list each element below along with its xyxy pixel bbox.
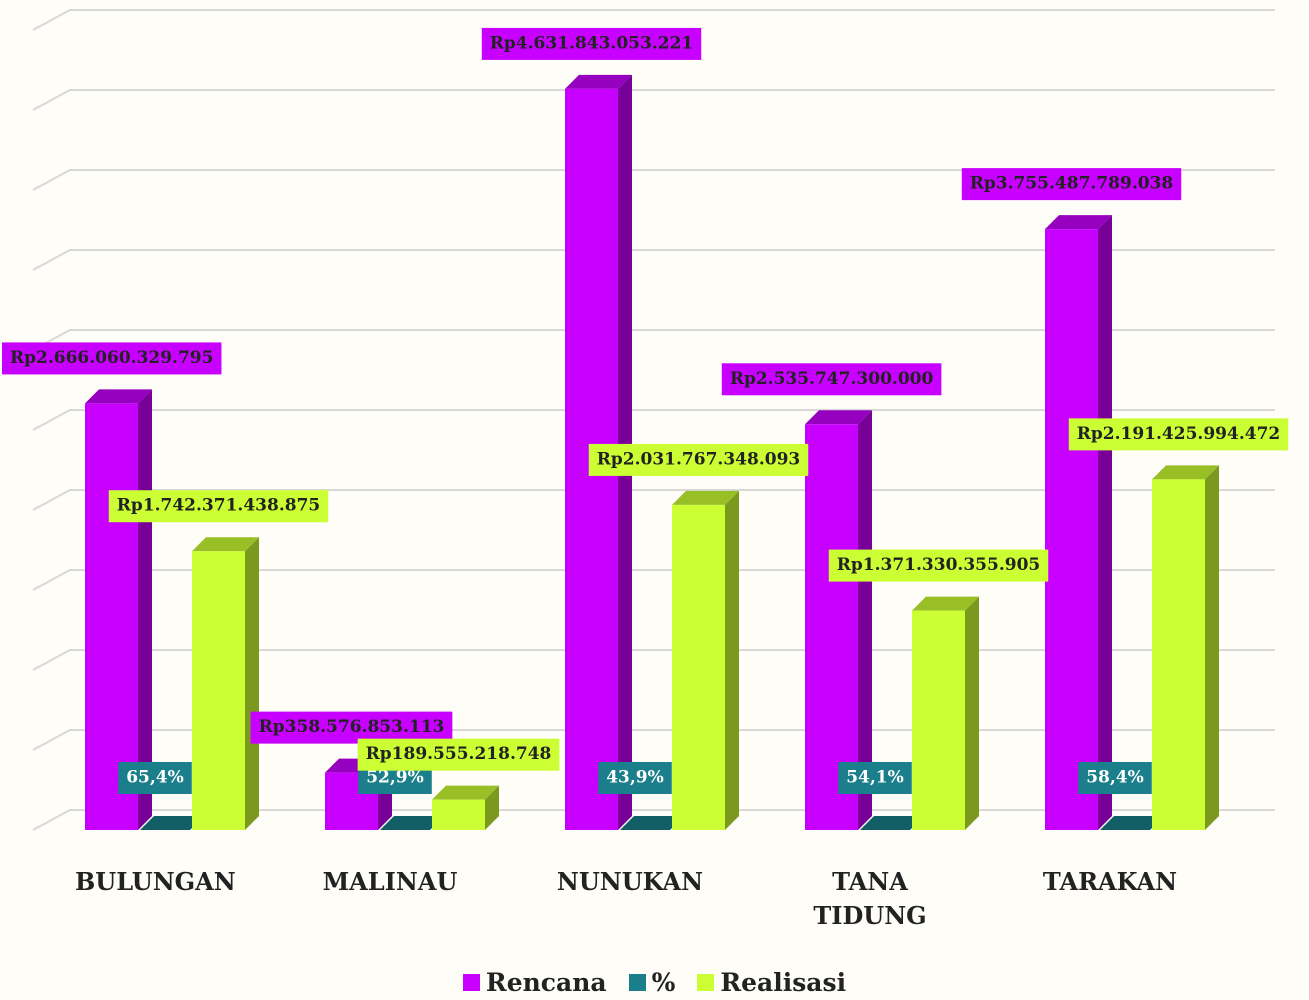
- x-tick-label: TARAKAN: [1035, 865, 1185, 899]
- value-label: Rp1.742.371.438.875: [109, 490, 328, 522]
- bar: [912, 611, 965, 830]
- bar-side: [245, 537, 259, 830]
- value-label: 58,4%: [1078, 762, 1152, 794]
- value-label: 43,9%: [598, 762, 672, 794]
- value-label-text: 43,9%: [606, 768, 664, 788]
- value-label-text: Rp3.755.487.789.038: [970, 174, 1173, 194]
- x-tick-label: MALINAU: [315, 865, 465, 899]
- value-label-text: Rp2.191.425.994.472: [1077, 424, 1280, 444]
- legend-swatch: [463, 974, 480, 991]
- value-label-text: Rp2.535.747.300.000: [730, 369, 934, 389]
- bar-side: [1205, 465, 1219, 830]
- value-label-text: Rp4.631.843.053.221: [490, 33, 693, 53]
- value-label-text: Rp2.666.060.329.795: [10, 348, 213, 368]
- bar-side: [725, 491, 739, 830]
- x-tick-label: BULUNGAN: [75, 865, 225, 899]
- bar-side: [965, 597, 979, 830]
- value-label: Rp1.371.330.355.905: [829, 550, 1048, 582]
- legend: Rencana% Realisasi: [0, 968, 1309, 997]
- value-label-text: 54,1%: [846, 768, 904, 788]
- bar: [192, 551, 245, 830]
- value-label-text: Rp358.576.853.113: [259, 717, 445, 737]
- value-label: Rp2.535.747.300.000: [722, 363, 942, 395]
- value-label-text: Rp189.555.218.748: [366, 744, 552, 764]
- bar-side: [1098, 215, 1112, 830]
- value-label-text: Rp2.031.767.348.093: [597, 449, 800, 469]
- value-label: Rp2.031.767.348.093: [589, 444, 808, 476]
- grid-line: [33, 90, 1275, 110]
- value-label: Rp3.755.487.789.038: [962, 168, 1181, 200]
- x-tick-label: NUNUKAN: [555, 865, 705, 899]
- value-label-text: 65,4%: [126, 768, 184, 788]
- legend-item: Realisasi: [697, 968, 846, 997]
- value-label: 65,4%: [118, 762, 192, 794]
- grid-line: [33, 10, 1275, 30]
- bar: [432, 800, 485, 830]
- value-label: Rp189.555.218.748: [358, 739, 560, 771]
- value-label: Rp2.666.060.329.795: [2, 342, 221, 374]
- value-label-text: Rp1.742.371.438.875: [117, 496, 320, 516]
- value-label: Rp2.191.425.994.472: [1069, 418, 1288, 450]
- page: Rp2.666.060.329.795 65,4% Rp1.742.371.438.…: [0, 0, 1309, 1000]
- legend-label: Rencana: [486, 968, 607, 997]
- value-label-text: Rp1.371.330.355.905: [837, 555, 1040, 575]
- legend-swatch: [697, 974, 714, 991]
- legend-item: %: [629, 968, 676, 997]
- bar: [672, 505, 725, 830]
- chart: Rp2.666.060.329.795 65,4% Rp1.742.371.438.…: [0, 0, 1309, 1000]
- x-tick-label: TANA TIDUNG: [795, 865, 945, 933]
- legend-label: %: [652, 968, 676, 997]
- value-label: Rp4.631.843.053.221: [482, 28, 701, 60]
- legend-swatch: [629, 974, 646, 991]
- value-label: 54,1%: [838, 762, 912, 794]
- value-label-text: 58,4%: [1086, 768, 1144, 788]
- bar: [1152, 479, 1205, 830]
- legend-item: Rencana: [463, 968, 607, 997]
- bar: [1045, 229, 1098, 830]
- legend-label: Realisasi: [720, 968, 846, 997]
